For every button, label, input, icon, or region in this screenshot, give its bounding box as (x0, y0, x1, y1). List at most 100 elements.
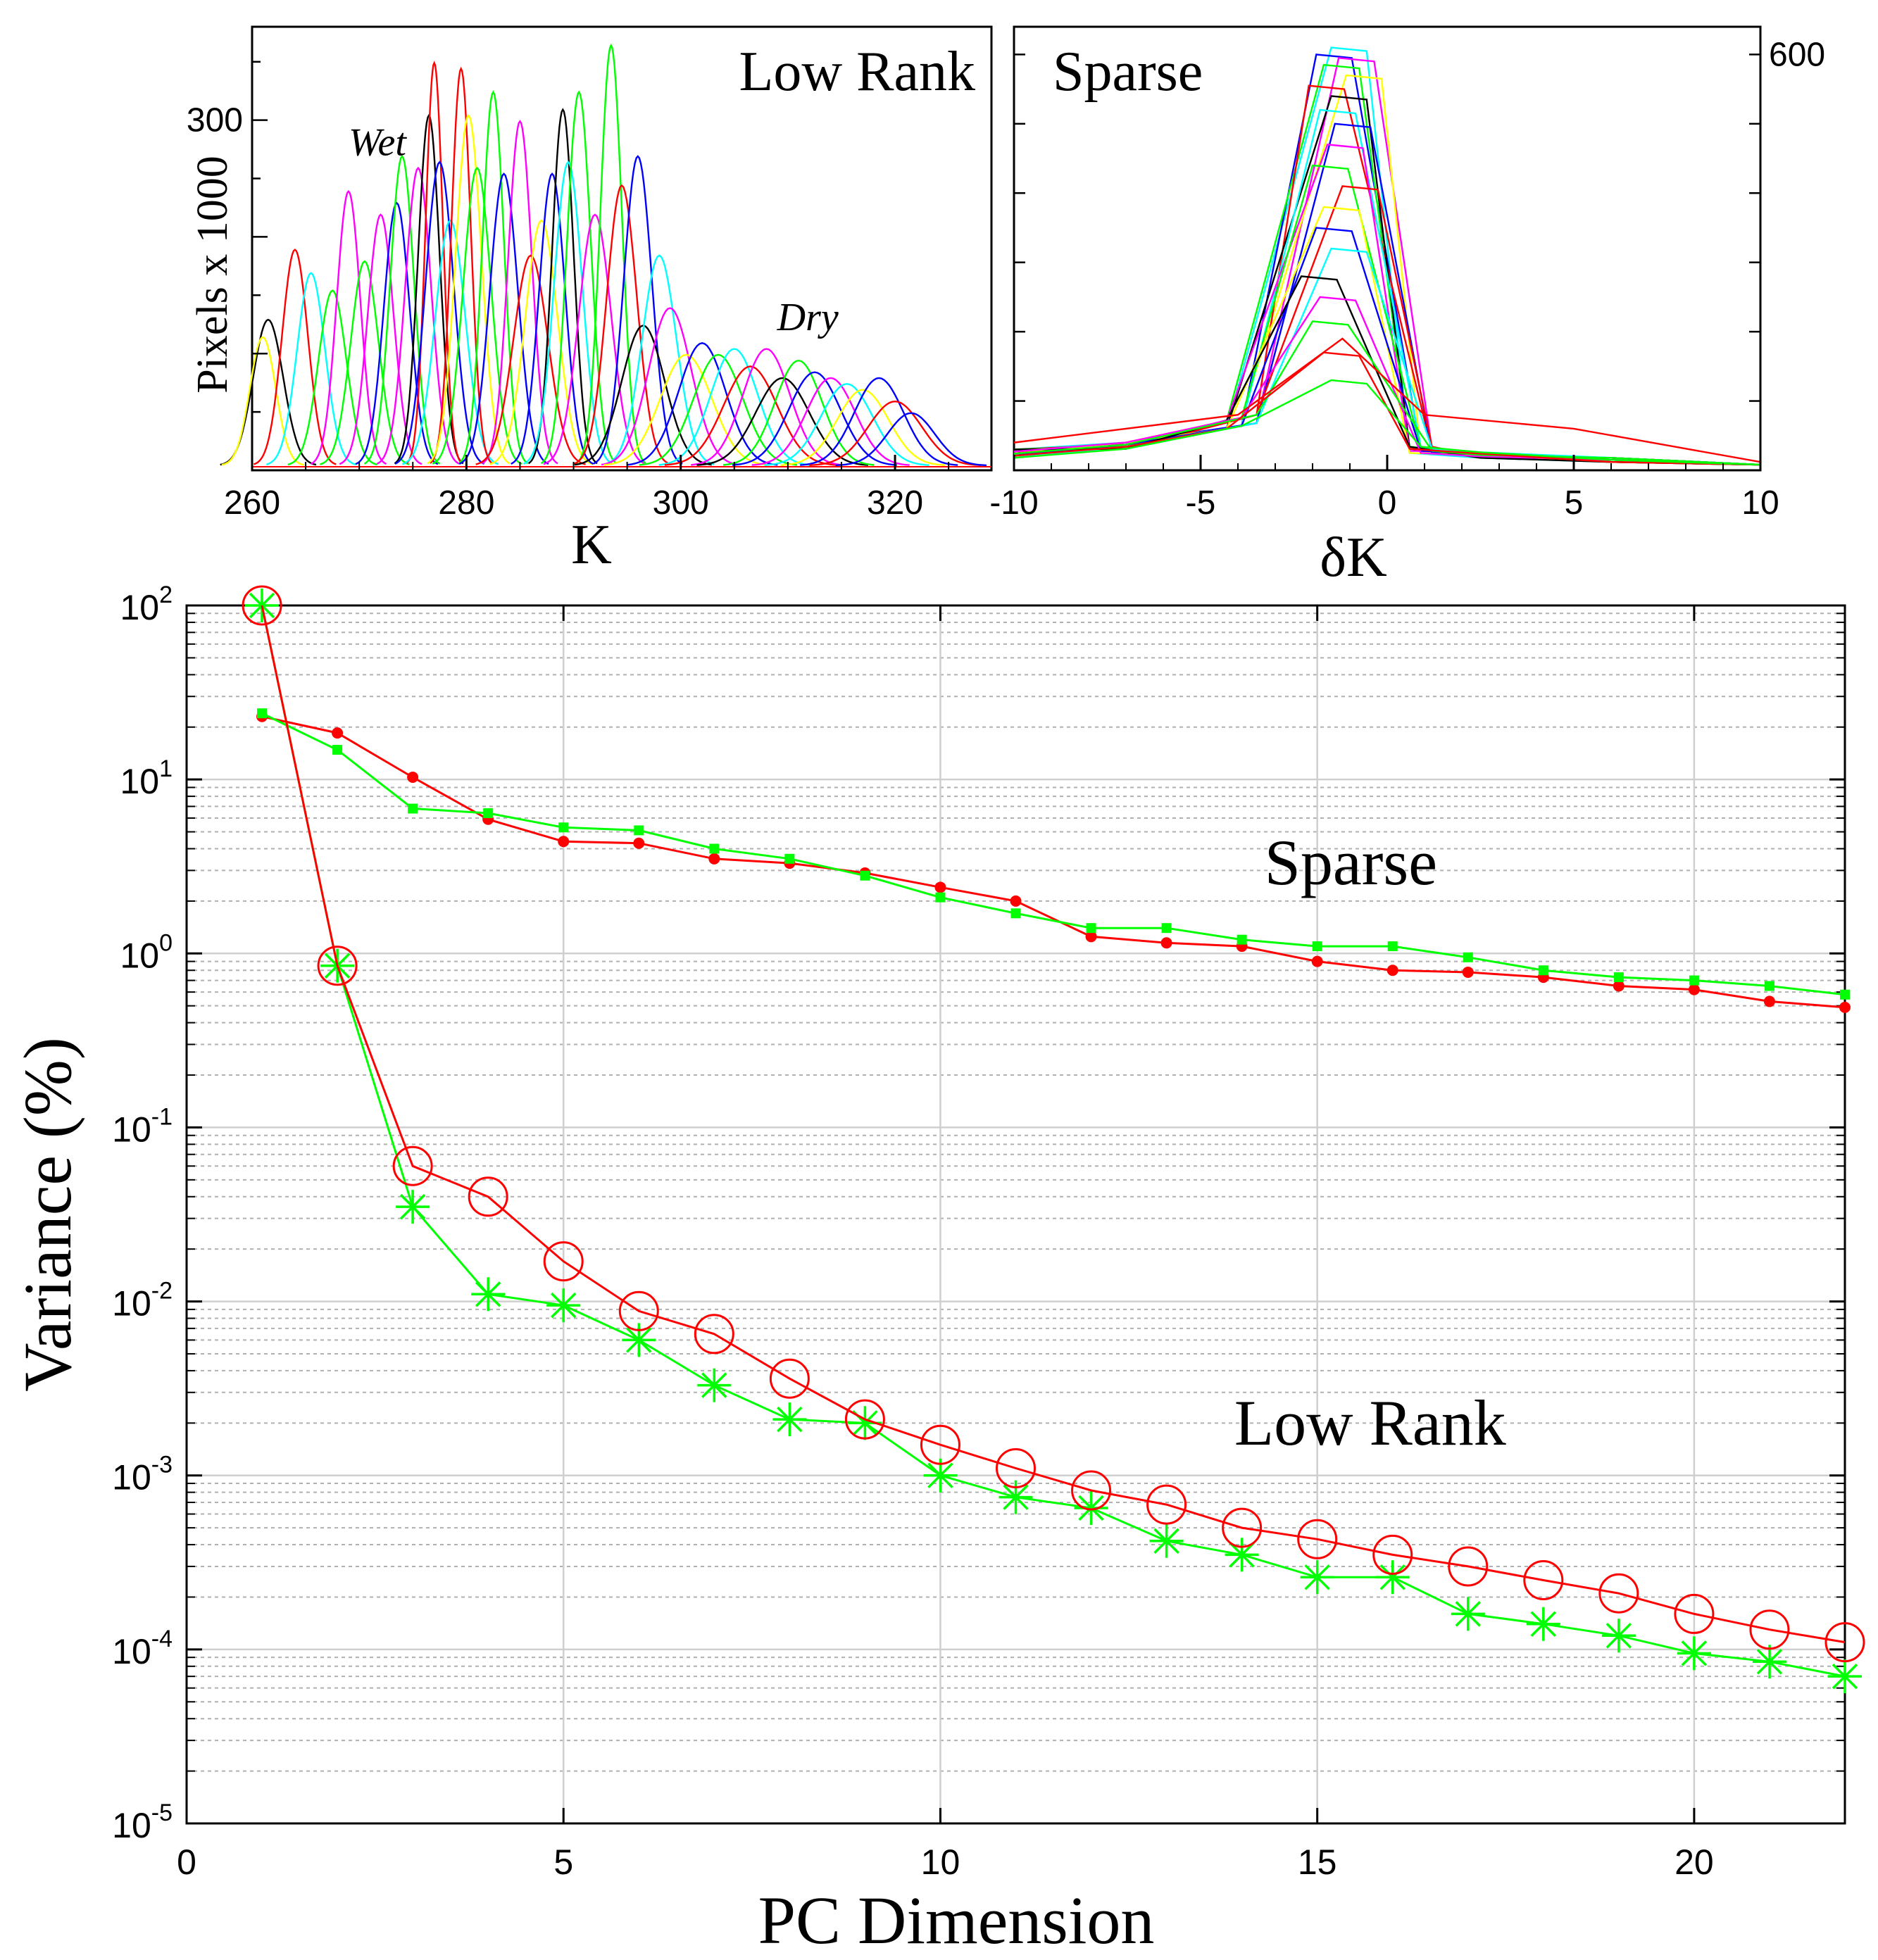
variance-y-tick-label: 100 (120, 929, 173, 975)
data-point-square (935, 892, 946, 903)
data-point-circle (1674, 1593, 1715, 1634)
data-point-dot (558, 836, 570, 848)
data-point-square (860, 870, 870, 881)
variance-x-tick-label: 20 (1674, 1842, 1714, 1882)
variance-y-tick-label: 10-5 (112, 1799, 173, 1845)
data-point-square (257, 708, 268, 719)
series-square-green (257, 708, 1850, 1000)
low-rank-title: Low Rank (739, 41, 975, 103)
low-rank-curve-31 (592, 155, 683, 465)
sparse-x-tick-label: 5 (1565, 484, 1584, 522)
low-rank-curve-18 (432, 166, 522, 465)
sparse-curve-12 (1013, 185, 1761, 466)
sparse-x-tick-label: 10 (1741, 484, 1779, 522)
low-rank-curve-15 (401, 219, 499, 465)
low-rank-y-tick-label: 300 (187, 102, 243, 139)
data-point-dot (332, 727, 344, 739)
low-rank-curve-16 (430, 66, 493, 464)
low-rank-curve-7 (320, 260, 410, 465)
variance-y-tick-label: 101 (120, 755, 173, 801)
data-point-square (1840, 989, 1850, 1000)
annotation-dry: Dry (777, 296, 839, 339)
variance-y-tick-label: 10-3 (112, 1452, 173, 1497)
low-rank-curve-13 (406, 61, 463, 464)
low-rank-curve-33 (603, 254, 715, 465)
data-point-circle (618, 1290, 659, 1331)
sparse-x-tick-label: -10 (989, 484, 1038, 522)
data-point-dot (1763, 995, 1775, 1007)
data-point-circle (242, 585, 282, 626)
low-rank-curve-2 (221, 336, 304, 466)
variance-y-tick-base: 10 (120, 588, 159, 627)
annotation-low-rank: Low Rank (1234, 1387, 1506, 1459)
series-line (261, 605, 1846, 1644)
sparse-curve-19 (1013, 351, 1761, 466)
data-point-square (1689, 975, 1699, 986)
data-point-square (1010, 908, 1021, 919)
data-point-dot (708, 853, 720, 865)
variance-y-axis-label: Variance (%) (10, 1037, 85, 1392)
variance-y-tick-base: 10 (120, 936, 159, 975)
low-rank-curve-39 (664, 365, 837, 466)
variance-y-tick-base: 10 (112, 1458, 151, 1497)
data-point-dot (1010, 895, 1022, 907)
variance-y-tick-base: 10 (120, 762, 159, 801)
low-rank-curve-40 (691, 348, 842, 466)
annotation-sparse: Sparse (1265, 827, 1437, 898)
data-point-star (999, 1480, 1033, 1514)
sparse-tail-curve (1013, 337, 1761, 463)
data-point-dot (1160, 937, 1172, 949)
sparse-curve-16 (1013, 275, 1761, 466)
sparse-curve-10 (1013, 144, 1761, 466)
low-rank-curve-26 (523, 161, 613, 465)
low-rank-curve-41 (696, 377, 869, 466)
variance-y-tick-base: 10 (112, 1806, 151, 1845)
series-line (261, 712, 1846, 996)
data-point-circle (1824, 1622, 1865, 1663)
series-line (261, 605, 1846, 1678)
low-rank-curve-20 (458, 172, 549, 465)
low-rank-curve-49 (835, 412, 987, 467)
data-point-star (923, 1458, 958, 1493)
variance-x-axis-label: PC Dimension (758, 1883, 1155, 1958)
data-point-circle (543, 1241, 584, 1282)
low-rank-curve-29 (576, 43, 646, 464)
data-point-square (1237, 934, 1247, 945)
data-point-square (634, 825, 644, 836)
sparse-curve-20 (1013, 379, 1761, 466)
data-point-dot (1462, 966, 1474, 978)
data-point-star (772, 1402, 807, 1437)
low-rank-curve-4 (266, 272, 356, 465)
data-point-circle (1146, 1484, 1187, 1525)
low-rank-curve-6 (310, 189, 387, 465)
low-rank-x-tick-label: 320 (867, 484, 923, 522)
variance-x-tick-label: 15 (1298, 1842, 1337, 1882)
data-point-square (408, 803, 418, 814)
low-rank-curve-34 (601, 307, 739, 466)
sparse-ticks: -10 -5 0 5 10 (989, 54, 1779, 522)
variance-y-tick-exponent: -3 (151, 1452, 173, 1478)
variance-plot-frame (185, 604, 1846, 1825)
variance-y-tick-base: 10 (112, 1632, 151, 1671)
data-point-star (622, 1323, 656, 1357)
sparse-curve-8 (1013, 108, 1761, 466)
data-point-star (1149, 1524, 1184, 1558)
data-point-star (1451, 1597, 1485, 1631)
data-point-circle (996, 1447, 1036, 1488)
data-point-circle (1372, 1534, 1413, 1575)
data-point-dot (1311, 955, 1323, 967)
data-point-square (558, 822, 569, 833)
data-point-circle (317, 946, 358, 986)
data-point-star (396, 1190, 430, 1224)
low-rank-curve-36 (626, 342, 778, 466)
low-rank-histogram: 260 280 300 320 Low Rank 300 Pixels x 1000 … (187, 25, 993, 576)
variance-y-tick-exponent: 0 (159, 929, 173, 956)
variance-y-tick-label: 10-2 (112, 1278, 173, 1324)
variance-x-tick-label: 5 (553, 1842, 573, 1882)
low-rank-curve-11 (376, 166, 460, 465)
variance-y-tick-label: 10-1 (112, 1103, 173, 1149)
variance-y-tick-label: 102 (120, 582, 173, 627)
low-rank-curve-45 (764, 383, 929, 466)
